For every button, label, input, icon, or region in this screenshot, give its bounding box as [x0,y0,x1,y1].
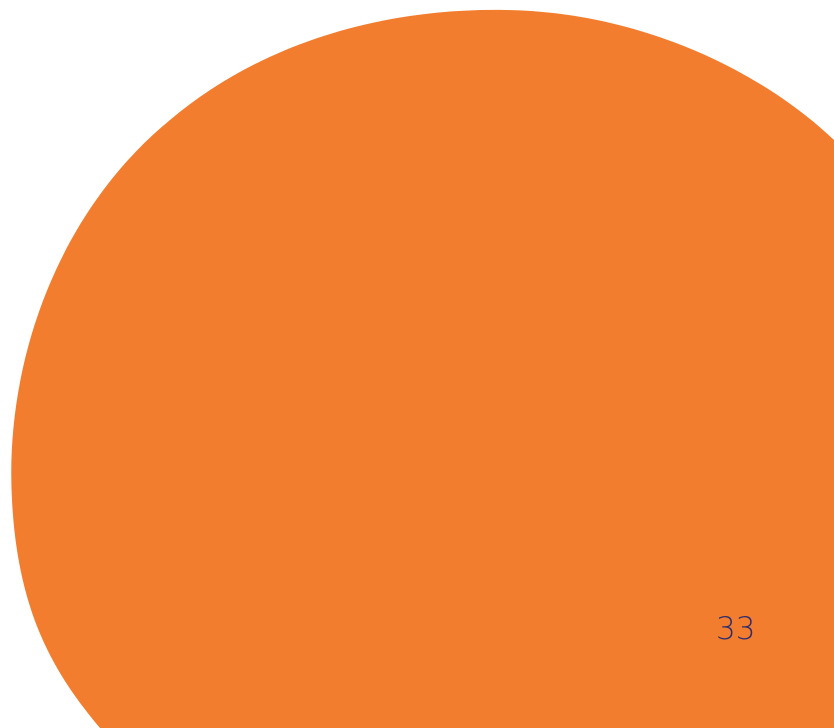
page-number: 33 [716,611,756,647]
